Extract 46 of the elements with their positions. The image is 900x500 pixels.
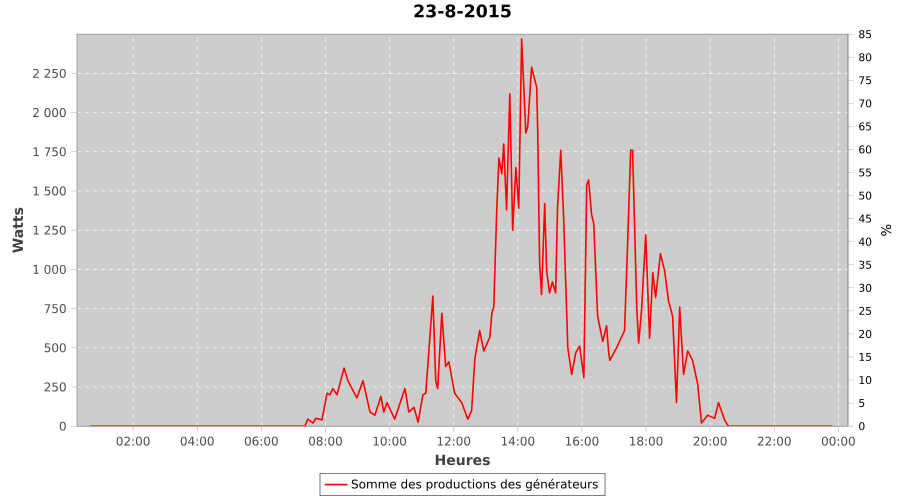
x-tick-label: 08:00	[308, 436, 342, 446]
y2-tick-label: 5	[859, 399, 864, 407]
y-tick-label: 750	[44, 304, 66, 314]
chart-title: 23-8-2015	[414, 4, 511, 18]
y2-tick-label: 45	[858, 214, 872, 223]
x-tick-label: 00:00	[822, 436, 855, 446]
y-tick-label: 1 250	[34, 226, 66, 235]
x-tick-label: 02:00	[116, 436, 150, 446]
y2-tick-label: 35	[859, 260, 872, 269]
x-tick-label: 14:00	[502, 436, 534, 446]
y-tick-label: 1 750	[34, 147, 66, 156]
x-tick-label: 18:00	[630, 436, 663, 446]
y-tick-label: 250	[44, 382, 66, 392]
y-axis-title: Watts	[12, 208, 24, 253]
y2-tick-label: 65	[859, 122, 872, 130]
x-tick-label: 12:00	[438, 436, 470, 446]
x-tick-label: 16:00	[566, 436, 598, 446]
y-tick-label: 2 000	[33, 108, 66, 118]
y2-tick-label: 60	[859, 145, 872, 154]
x-tick-label: 10:00	[374, 436, 406, 446]
y2-axis-title: %	[881, 224, 892, 236]
y-tick-label: 2 250	[33, 68, 66, 78]
line-series	[89, 38, 834, 426]
y2-tick-label: 85	[859, 30, 872, 38]
y2-tick-label: 50	[859, 191, 872, 200]
y2-tick-label: 30	[859, 284, 872, 292]
y2-tick-label: 20	[859, 330, 872, 338]
y2-tick-label: 10	[860, 376, 872, 384]
legend-label: Somme des productions des générateurs	[352, 478, 598, 491]
y-tick-label: 1 500	[34, 186, 66, 196]
y2-tick-label: 25	[859, 306, 872, 315]
x-tick-label: 22:00	[758, 436, 791, 446]
y2-tick-label: 55	[859, 168, 872, 176]
x-tick-label: 06:00	[244, 436, 278, 446]
y2-tick-label: 80	[859, 53, 872, 62]
y2-tick-label: 75	[859, 76, 872, 84]
y2-tick-label: 70	[859, 99, 872, 108]
x-axis-title: Heures	[436, 454, 490, 466]
y2-tick-label: 15	[860, 352, 872, 361]
y2-tick-label: 40	[858, 238, 872, 246]
y-tick-label: 0	[60, 422, 66, 431]
y2-tick-label: 0	[859, 422, 864, 430]
y-tick-label: 500	[44, 343, 66, 352]
y-tick-label: 1 000	[34, 264, 66, 274]
x-tick-label: 20:00	[694, 436, 727, 446]
x-tick-label: 04:00	[180, 436, 214, 446]
